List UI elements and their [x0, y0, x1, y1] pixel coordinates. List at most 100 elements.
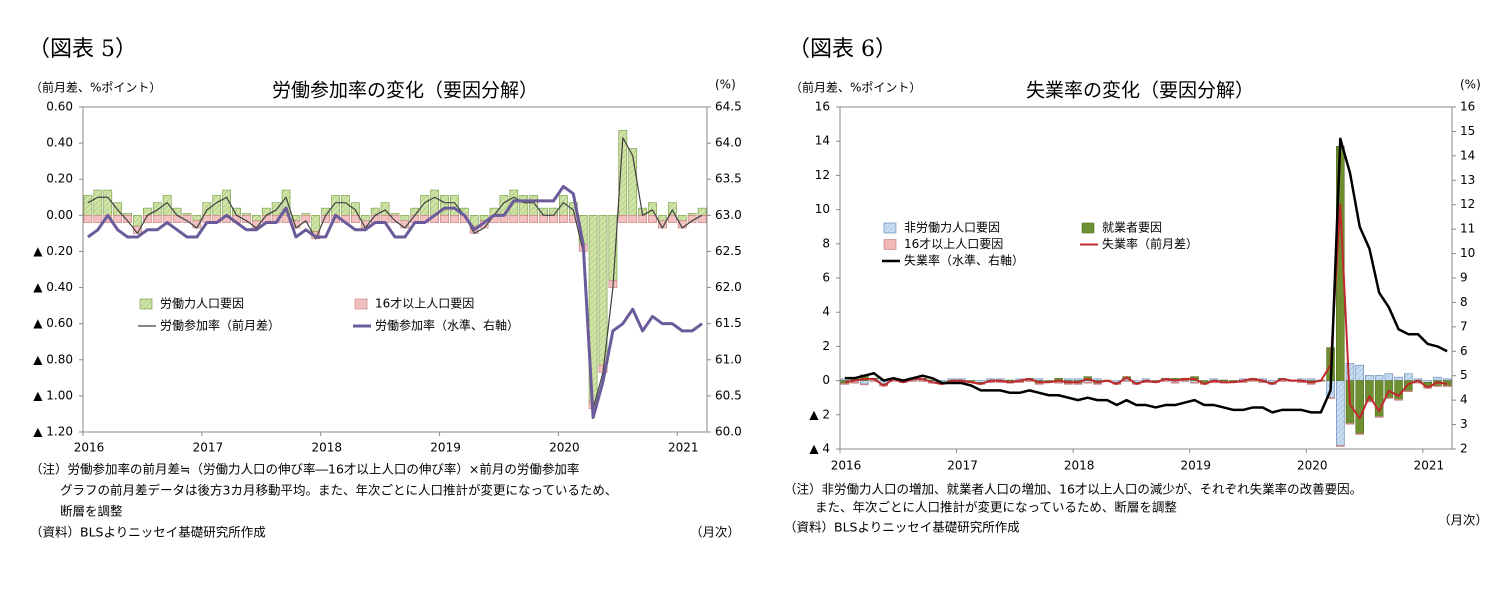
bar: [1248, 380, 1258, 382]
y2-tick-label: 60.0: [715, 425, 742, 439]
bar: [1034, 383, 1044, 385]
bar: [202, 202, 212, 216]
legend-label: 16才以上人口要因: [904, 237, 1003, 251]
bar: [628, 215, 638, 223]
x-tick-label: 2021: [668, 441, 699, 455]
y-tick-label: 8: [822, 236, 830, 250]
y-tick-label: 12: [815, 168, 830, 182]
bar: [123, 215, 132, 223]
y-axis-unit: （前月差、%ポイント）: [790, 80, 921, 95]
y2-tick-label: 7: [1460, 319, 1468, 333]
legend-swatch: [883, 239, 897, 250]
bar: [1083, 382, 1092, 384]
legend-label: 失業率（水準、右軸）: [904, 253, 1024, 268]
bar: [1404, 373, 1413, 381]
bar: [103, 189, 113, 216]
y2-axis-unit: (%): [1460, 78, 1481, 92]
bar: [1355, 433, 1364, 435]
bar: [1170, 382, 1180, 384]
source: （資料）BLSよりニッセイ基礎研究所作成: [30, 525, 266, 540]
bar: [1336, 380, 1345, 446]
bar: [559, 215, 568, 223]
y-axis-unit: （前月差、%ポイント）: [30, 80, 161, 95]
y2-tick-label: 64.5: [715, 100, 742, 114]
chart-title: 労働参加率の変化（要因分解）: [272, 80, 538, 102]
y-tick-label: ▲ 0.80: [33, 352, 73, 366]
bar: [1190, 382, 1199, 384]
bar: [1384, 373, 1394, 381]
bar: [83, 215, 93, 223]
x-tick-label: 2020: [549, 441, 580, 455]
bar: [152, 215, 162, 223]
bar: [519, 215, 529, 223]
y-tick-label: ▲ 1.00: [33, 388, 73, 402]
bar: [697, 207, 707, 216]
y2-tick-label: 62.0: [715, 280, 742, 294]
y2-tick-label: 12: [1460, 197, 1475, 211]
bar: [667, 215, 677, 223]
figure-label: （図表 6）: [788, 37, 897, 62]
bar: [860, 380, 869, 385]
y2-axis-unit: (%): [715, 78, 736, 92]
bar: [360, 215, 370, 222]
bar: [1374, 375, 1384, 381]
legend-label: 労働参加率（水準、右軸）: [375, 318, 519, 333]
bar: [1374, 416, 1384, 418]
bar: [860, 383, 869, 386]
y2-tick-label: 2: [1460, 442, 1468, 456]
bar: [648, 215, 657, 223]
line: [87, 184, 703, 420]
bar: [658, 215, 667, 222]
bar: [519, 195, 529, 216]
y2-tick-label: 10: [1460, 246, 1475, 260]
legend-box: [878, 218, 1254, 272]
y2-tick-label: 15: [1460, 124, 1475, 138]
note: また、年次ごとに人口推計が変更になっているため、断層を調整: [815, 500, 1177, 515]
bar: [400, 215, 410, 222]
y-tick-label: ▲ 4: [809, 442, 830, 456]
bar: [1433, 385, 1442, 387]
note: （注）労働参加率の前月差≒（労働力人口の伸び率―16才以上人口の伸び率）×前月の…: [30, 462, 579, 477]
bar: [450, 215, 459, 223]
bar: [93, 215, 103, 223]
bar: [529, 215, 539, 223]
y-tick-label: 2: [822, 339, 830, 353]
legend-swatch: [1081, 222, 1095, 234]
y2-tick-label: 16: [1460, 100, 1475, 114]
y-tick-label: 0.20: [46, 172, 73, 186]
bar: [840, 383, 850, 385]
y2-tick-label: 5: [1460, 368, 1468, 382]
legend-swatch: [883, 222, 897, 234]
chart: （図表 5） （前月差、%ポイント） (%) 労働参加率の変化（要因分解） （注）労働参…: [28, 37, 742, 540]
bar: [677, 215, 687, 222]
bar: [83, 195, 93, 216]
bar: [618, 215, 628, 223]
y2-tick-label: 61.0: [715, 352, 742, 366]
bar: [1433, 376, 1442, 381]
bar: [113, 215, 123, 223]
x-tick-label: 2016: [74, 441, 105, 455]
bar: [1404, 390, 1413, 393]
x-axis-unit: （月次）: [690, 525, 740, 540]
y2-tick-label: 63.0: [715, 208, 742, 222]
bar: [1306, 383, 1316, 385]
bar: [549, 215, 558, 223]
bar: [1355, 380, 1364, 434]
bar: [1122, 380, 1131, 382]
y-tick-label: ▲ 0.40: [33, 280, 73, 294]
bar: [1093, 383, 1102, 385]
legend-label: 就業者要因: [1102, 221, 1162, 235]
y2-tick-label: 63.5: [715, 172, 742, 186]
bar: [440, 215, 449, 223]
bar: [638, 215, 647, 223]
bar: [1355, 364, 1364, 381]
y-tick-label: 6: [822, 271, 830, 285]
y2-tick-label: 60.5: [715, 388, 742, 402]
bar: [351, 215, 360, 223]
x-tick-label: 2017: [193, 441, 224, 455]
line: [844, 137, 1448, 414]
bar: [850, 382, 859, 384]
y-tick-label: ▲ 0.20: [33, 244, 73, 258]
bar: [133, 215, 142, 227]
